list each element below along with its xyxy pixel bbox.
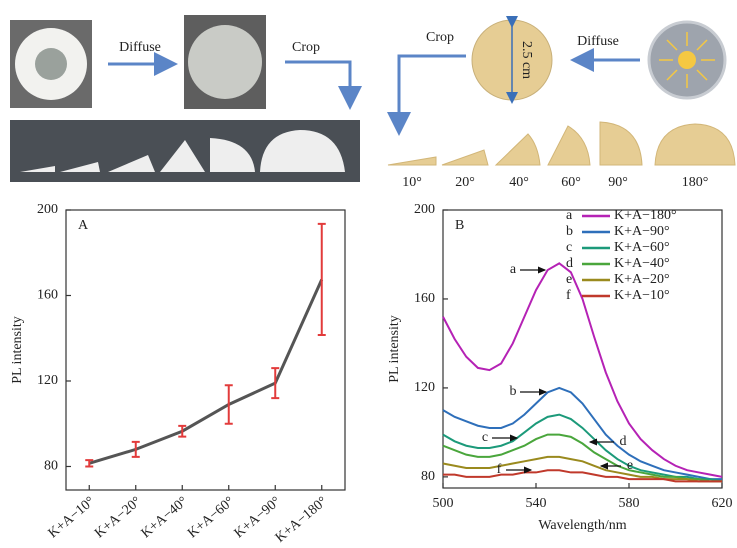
legend-label: K+A−180° (614, 208, 677, 223)
legend-label: K+A−60° (614, 240, 670, 255)
figure: Diffuse Crop 2.5 cm Diffuse Crop (0, 0, 737, 548)
label: Diffuse (119, 40, 161, 55)
photo-cropped (10, 120, 360, 182)
panel-label: B (455, 218, 464, 233)
annotation-letter: c (482, 430, 488, 445)
legend-label: K+A−20° (614, 272, 670, 287)
angle-label: 90° (608, 175, 628, 190)
x-axis-label: Wavelength/nm (538, 518, 626, 533)
legend-label: K+A−10° (614, 288, 670, 303)
annotation-letter: f (497, 462, 502, 477)
legend-letter: f (566, 288, 571, 303)
legend-letter: e (566, 272, 572, 287)
x-tick-label: K+A−10° (46, 494, 98, 541)
annotation-letter: b (510, 384, 517, 399)
y-tick-label: 120 (414, 380, 435, 395)
x-tick-label: 620 (712, 496, 733, 511)
y-tick-label: 80 (421, 469, 435, 484)
legend-letter: a (566, 208, 573, 223)
x-tick-label: K+A−40° (139, 494, 191, 541)
label: Diffuse (577, 34, 619, 49)
y-tick-label: 160 (37, 288, 58, 303)
x-tick-label: 500 (433, 496, 454, 511)
label: Crop (292, 40, 320, 55)
annotation-letter: d (620, 434, 627, 449)
x-tick-label: 580 (619, 496, 640, 511)
x-tick-label: K+A−20° (92, 494, 144, 541)
legend-letter: c (566, 240, 572, 255)
photo-diffused (184, 15, 266, 109)
error-bar (318, 224, 326, 335)
y-tick-label: 120 (37, 373, 58, 388)
angle-label: 40° (509, 175, 529, 190)
y-tick-label: 200 (37, 202, 58, 217)
x-tick-label: K+A−60° (185, 494, 237, 541)
y-axis-label: PL intensity (10, 316, 25, 384)
line (89, 279, 322, 463)
plot-frame (66, 210, 345, 490)
arrow (399, 56, 466, 130)
photo-filter-paper (10, 20, 92, 108)
x-tick-label: 540 (526, 496, 547, 511)
angle-label: 10° (402, 175, 422, 190)
line (443, 415, 722, 482)
label: 2.5 cm (519, 41, 534, 79)
angle-label: 180° (682, 175, 709, 190)
annotation-letter: e (627, 458, 633, 473)
y-axis-label: PL intensity (387, 315, 402, 383)
y-tick-label: 160 (414, 291, 435, 306)
legend-label: K+A−40° (614, 256, 670, 271)
x-tick-label: K+A−180° (273, 494, 331, 546)
angle-label: 60° (561, 175, 581, 190)
label: Crop (426, 30, 454, 45)
annotation-letter: a (510, 262, 517, 277)
legend-letter: b (566, 224, 573, 239)
legend-label: K+A−90° (614, 224, 670, 239)
plot-frame (443, 210, 722, 488)
panel-label: A (78, 218, 89, 233)
arrow (285, 62, 350, 104)
source-disc (649, 22, 725, 98)
y-tick-label: 80 (44, 459, 58, 474)
legend-letter: d (566, 256, 573, 271)
y-tick-label: 200 (414, 202, 435, 217)
angle-label: 20° (455, 175, 475, 190)
sectors (388, 122, 735, 165)
